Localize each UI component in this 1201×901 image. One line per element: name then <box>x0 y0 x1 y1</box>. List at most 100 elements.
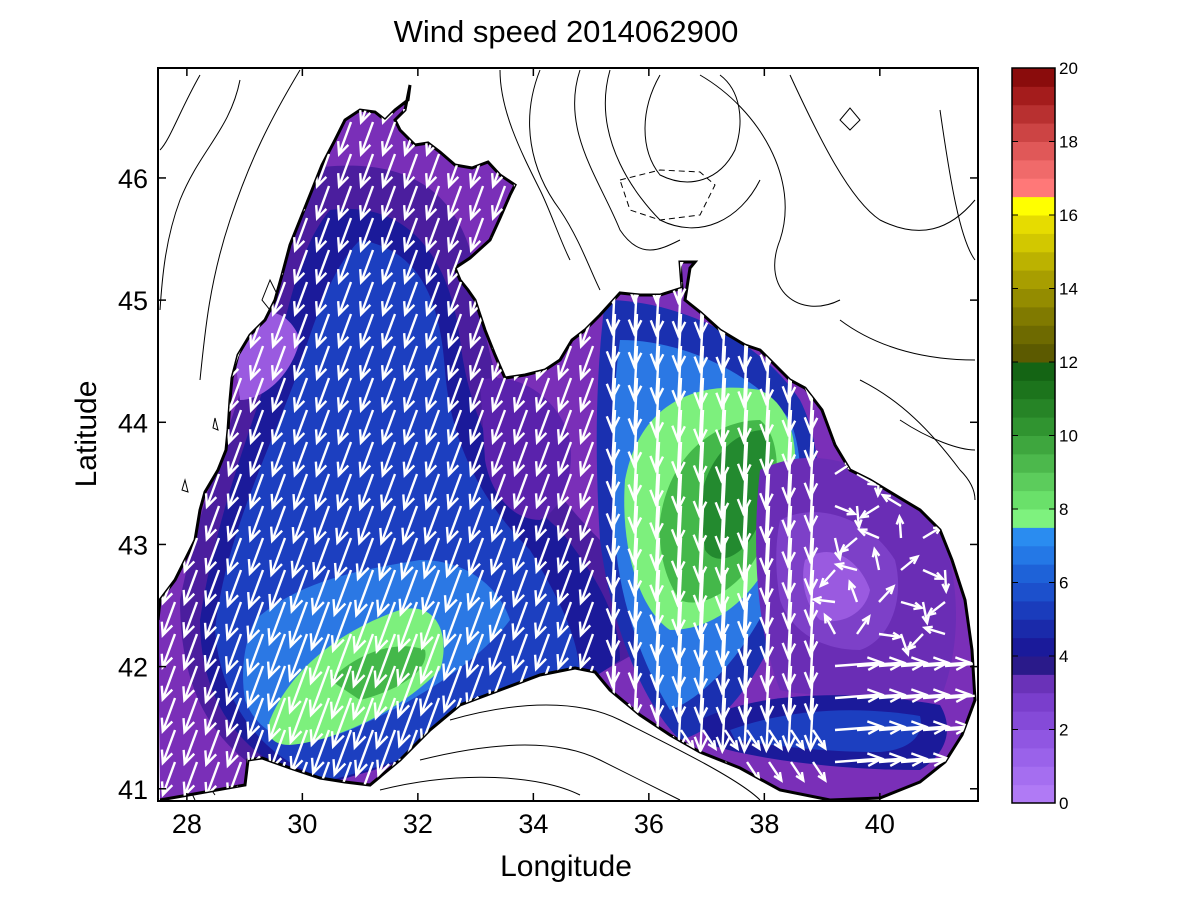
colorbar-band <box>1012 233 1055 253</box>
wind-arrow <box>512 505 529 543</box>
wind-arrow <box>627 601 643 659</box>
wind-arrow <box>402 345 419 382</box>
wind-arrow <box>578 473 595 510</box>
wind-arrow <box>204 729 221 768</box>
colorbar-tick-label: 0 <box>1059 794 1068 813</box>
y-tick-label: 41 <box>118 775 148 805</box>
wind-arrow <box>671 569 686 637</box>
wind-arrow <box>578 601 595 638</box>
wind-arrow <box>182 633 199 671</box>
wind-arrow <box>671 601 687 665</box>
wind-arrow <box>781 697 797 753</box>
wind-arrow <box>266 633 287 680</box>
wind-arrow <box>670 537 686 608</box>
wind-arrow <box>226 537 243 576</box>
wind-arrow <box>270 473 287 511</box>
wind-arrow <box>768 761 783 783</box>
wind-arrow <box>781 441 797 505</box>
wind-arrow <box>488 633 507 676</box>
wind-arrow <box>556 409 573 446</box>
wind-arrow <box>468 345 485 382</box>
wind-arrow <box>715 345 731 411</box>
wind-arrow <box>292 345 309 382</box>
colorbar-band <box>1012 362 1055 381</box>
wind-arrow <box>468 409 485 446</box>
wind-arrow <box>336 121 353 158</box>
wind-arrow <box>490 409 507 446</box>
wind-arrow <box>627 505 643 566</box>
wind-arrow <box>803 441 819 500</box>
wind-arrow <box>803 601 819 658</box>
wind-arrow <box>878 688 929 703</box>
wind-arrow <box>781 569 797 630</box>
wind-arrow <box>225 729 243 769</box>
wind-arrow <box>511 569 529 608</box>
wind-arrow <box>312 537 331 581</box>
wind-arrow <box>292 473 309 511</box>
land-contour-lines <box>159 69 976 801</box>
wind-arrow <box>269 537 287 578</box>
wind-arrow <box>900 720 951 735</box>
colorbar-band <box>1012 306 1055 326</box>
wind-arrow <box>759 377 775 442</box>
wind-arrow <box>534 537 551 575</box>
wind-arrow <box>336 185 353 222</box>
wind-arrow <box>534 441 551 478</box>
wind-arrow <box>182 537 199 574</box>
wind-arrow <box>605 441 621 499</box>
wind-arrow <box>292 409 309 446</box>
wind-arrow <box>397 697 419 749</box>
colorbar-band <box>1012 178 1055 198</box>
wind-arrow <box>878 584 896 603</box>
wind-arrow <box>357 505 375 546</box>
wind-arrow <box>336 313 353 350</box>
wind-arrow <box>354 569 375 618</box>
wind-arrow <box>204 569 221 608</box>
wind-arrow <box>355 537 375 582</box>
wind-arrow <box>224 633 243 675</box>
wind-arrow <box>649 441 664 508</box>
wind-arrow <box>534 377 551 414</box>
wind-arrow <box>671 633 687 694</box>
wind-arrow <box>605 377 621 434</box>
colorbar-tick-label: 4 <box>1059 647 1068 666</box>
wind-arrow <box>467 537 485 578</box>
wind-arrow <box>759 441 774 511</box>
wind-arrow <box>512 409 529 446</box>
wind-arrow <box>267 697 287 743</box>
wind-arrow <box>781 537 797 600</box>
wind-arrow <box>248 441 265 478</box>
x-axis: 28 30 32 34 36 38 40 <box>172 68 895 839</box>
wind-arrow <box>308 633 331 686</box>
wind-arrow <box>225 697 243 738</box>
wind-arrow <box>248 377 265 414</box>
x-axis-label: Longitude <box>500 850 632 883</box>
wind-arrow <box>803 665 819 721</box>
wind-arrow <box>225 569 243 609</box>
wind-arrow <box>511 601 529 641</box>
wind-arrow <box>292 249 309 286</box>
wind-arrow <box>578 441 595 478</box>
wind-arrow <box>380 281 397 318</box>
wind-arrow <box>309 697 331 748</box>
wind-arrow <box>556 441 573 478</box>
wind-arrow <box>512 377 529 414</box>
wind-arrow <box>671 345 687 408</box>
wind-arrow <box>818 569 836 589</box>
wind-arrow <box>380 345 397 382</box>
wind-arrow <box>759 569 774 635</box>
wind-arrow <box>446 249 463 286</box>
wind-arrow <box>288 697 309 745</box>
wind-arrow <box>803 633 819 690</box>
wind-arrow <box>925 601 946 617</box>
wind-arrow <box>736 409 752 482</box>
colorbar-band <box>1012 619 1055 639</box>
wind-arrow <box>715 633 731 696</box>
wind-arrow <box>649 537 665 602</box>
wind-arrow <box>446 441 463 478</box>
wind-arrow <box>878 752 929 767</box>
wind-arrow <box>847 579 859 603</box>
wind-arrow <box>737 377 752 445</box>
wind-arrow <box>556 505 573 542</box>
colorbar-band <box>1012 509 1055 528</box>
